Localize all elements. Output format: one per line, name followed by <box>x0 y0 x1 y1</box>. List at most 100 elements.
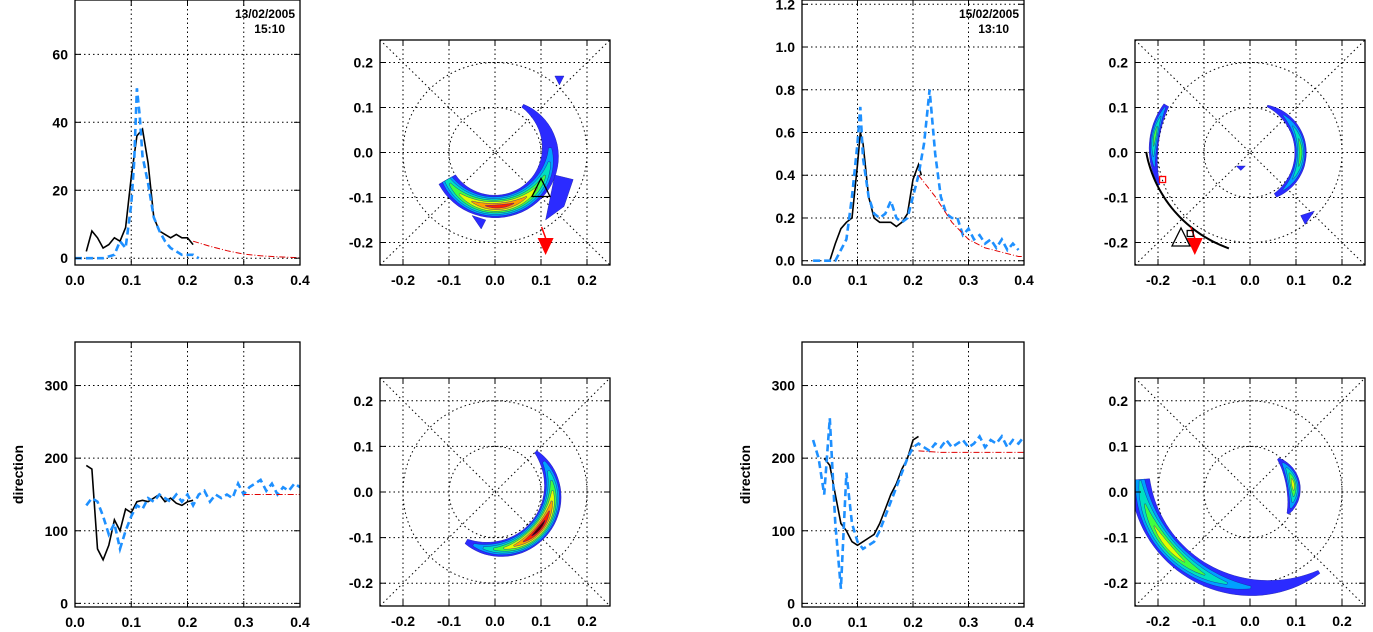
x-tick-label: 0.4 <box>290 272 310 288</box>
x-tick-label: 0.2 <box>577 272 597 288</box>
y-tick-label: 0.0 <box>1109 484 1129 500</box>
x-tick-label: 0.3 <box>959 614 979 630</box>
peak-triangle-marker <box>530 177 552 198</box>
series-dashdot-line <box>918 174 1024 257</box>
y-tick-label: 0.0 <box>1109 145 1129 161</box>
contour-level <box>471 196 528 210</box>
y-tick-label: 0.2 <box>354 55 374 71</box>
panel-directional-spectrum-2005-02-15-bottom: -0.2 -0.1 0.0 0.1 0.2 -0.2 -0.1 0.0 0.1 0.2 <box>1104 377 1366 629</box>
y-tick-label: 0 <box>787 595 795 611</box>
panel-directional-spectrum-2005-02-15-top: -0.2 -0.1 0.0 0.1 0.2 -0.2 -0.1 0.0 0.1 0.2 <box>1104 39 1366 288</box>
panel-direction-2005-02-13: 0.0 0.1 0.2 0.3 0.4 0 100 200 300 direction <box>10 341 310 630</box>
y-tick-label: 300 <box>772 378 796 394</box>
y-tick-label: 0.1 <box>354 100 374 116</box>
y-tick-label: -0.1 <box>349 190 373 206</box>
x-tick-label: -0.1 <box>1192 272 1216 288</box>
x-tick-label: 0.2 <box>178 614 198 630</box>
y-tick-label: 0.2 <box>1109 393 1129 409</box>
y-tick-label: 0 <box>60 250 68 266</box>
x-tick-label: 0.3 <box>234 272 254 288</box>
plot-group <box>1135 378 1365 606</box>
wind-direction-marker <box>537 238 554 255</box>
y-tick-label: 0.2 <box>1109 55 1129 71</box>
contour-level <box>1298 138 1303 167</box>
x-tick-label: -0.2 <box>391 272 415 288</box>
y-axis-label: direction <box>737 445 753 504</box>
time-label: 13:10 <box>978 22 1009 36</box>
square-marker-red <box>1158 175 1167 184</box>
panel-directional-spectrum-2005-02-13-top: -0.2 -0.1 0.0 0.1 0.2 -0.2 -0.1 0.0 0.1 0.2 <box>349 39 611 288</box>
y-tick-label: 0.0 <box>354 484 374 500</box>
y-tick-label: 0.0 <box>354 145 374 161</box>
x-tick-label: 0.0 <box>1240 272 1260 288</box>
x-tick-label: -0.2 <box>391 613 415 629</box>
x-tick-label: 0.3 <box>959 272 979 288</box>
contour-level <box>1282 114 1306 191</box>
y-tick-label: -0.2 <box>1104 235 1128 251</box>
series-solid-line <box>823 435 919 547</box>
radius-circle <box>448 445 542 539</box>
radius-circle <box>1157 400 1343 584</box>
panel-directional-spectrum-2005-02-13-bottom: -0.2 -0.1 0.0 0.1 0.2 -0.2 -0.1 0.0 0.1 0.2 <box>349 377 611 629</box>
y-tick-label: 60 <box>52 46 68 62</box>
panel-spectrum-2005-02-15: 0.0 0.1 0.2 0.3 0.4 0.0 0.2 0.4 0.6 0.8 1.0 1.2 15/0… <box>776 0 1034 288</box>
y-tick-label: 20 <box>52 182 68 198</box>
contour-level <box>1291 478 1295 491</box>
x-tick-label: 0.1 <box>1286 613 1306 629</box>
x-tick-label: 0.1 <box>122 614 142 630</box>
x-tick-label: -0.1 <box>437 272 461 288</box>
radius-circle <box>402 400 588 584</box>
series-group <box>75 88 300 260</box>
y-tick-label: 40 <box>52 114 68 130</box>
panel-direction-2005-02-15: 0.0 0.1 0.2 0.3 0.4 0 100 200 300 direction <box>737 341 1034 630</box>
y-tick-label: 0.1 <box>1109 100 1129 116</box>
series-dashdot-line <box>192 240 300 259</box>
y-tick-label: -0.1 <box>349 530 373 546</box>
x-tick-label: 0.2 <box>178 272 198 288</box>
y-tick-label: -0.1 <box>1104 530 1128 546</box>
contour-level <box>522 510 550 543</box>
y-tick-label: 0 <box>60 595 68 611</box>
plot-group <box>380 378 610 606</box>
series-dashed-line <box>811 418 1024 589</box>
contour-level <box>485 202 515 209</box>
series-dashed-line <box>813 89 1020 263</box>
time-label: 15:10 <box>254 22 285 36</box>
x-tick-label: 0.1 <box>122 272 142 288</box>
square-marker <box>1186 229 1194 238</box>
series-dashed-line <box>75 88 200 260</box>
y-tick-label: -0.2 <box>349 235 373 251</box>
date-label: 15/02/2005 <box>959 7 1019 21</box>
y-tick-label: -0.2 <box>349 575 373 591</box>
wind-direction-tail <box>540 226 547 239</box>
y-tick-label: 0.4 <box>776 167 796 183</box>
y-tick-label: 0.2 <box>776 210 796 226</box>
x-tick-label: 0.0 <box>1240 613 1260 629</box>
x-tick-label: 0.1 <box>848 272 868 288</box>
y-tick-label: -0.1 <box>1104 190 1128 206</box>
series-dashed-line <box>85 478 300 554</box>
series-dashdot-line <box>918 450 1024 453</box>
contour-patch <box>1235 165 1246 171</box>
x-tick-label: 0.4 <box>290 614 310 630</box>
radius-circle <box>402 62 588 243</box>
x-tick-label: 0.1 <box>531 613 551 629</box>
contour-level <box>1153 125 1158 147</box>
radius-circle <box>448 107 542 198</box>
x-tick-label: 0.0 <box>65 272 85 288</box>
x-tick-label: 0.2 <box>903 272 923 288</box>
series-solid-line <box>829 132 923 261</box>
x-tick-label: 0.0 <box>485 613 505 629</box>
contour-patch <box>554 75 565 86</box>
series-solid-line <box>85 464 194 562</box>
y-tick-label: 1.0 <box>776 39 796 55</box>
x-tick-label: -0.2 <box>1146 272 1170 288</box>
x-tick-label: -0.1 <box>1192 613 1216 629</box>
x-tick-label: 0.1 <box>531 272 551 288</box>
x-tick-label: 0.2 <box>577 613 597 629</box>
x-tick-label: 0.2 <box>903 614 923 630</box>
y-tick-label: 0.0 <box>776 253 796 269</box>
plot-group <box>380 40 610 265</box>
